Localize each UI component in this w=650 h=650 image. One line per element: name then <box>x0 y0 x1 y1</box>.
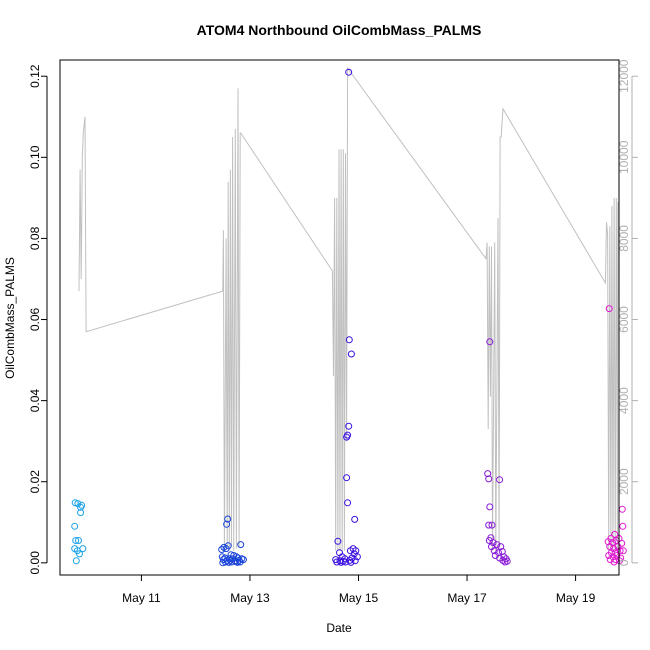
data-point-series2-28 <box>225 558 233 566</box>
data-point-series4-3 <box>485 475 493 483</box>
data-point-series3-3 <box>347 350 355 358</box>
data-point-series1-7 <box>72 537 80 544</box>
data-point-series2-5 <box>218 546 226 553</box>
data-point-series3-9 <box>351 515 359 523</box>
data-point-series3-2 <box>345 336 353 344</box>
data-point-series4-2 <box>484 470 492 478</box>
data-point-series4-10 <box>489 539 497 547</box>
y-tick-label: 0.02 <box>28 470 42 494</box>
data-point-series3-19 <box>353 553 361 561</box>
data-point-series4-21 <box>499 556 507 564</box>
data-point-series2-1 <box>224 515 232 523</box>
data-point-series4-6 <box>485 521 493 529</box>
y-axis: 0.00 0.02 0.04 0.06 0.08 0.10 0.12 <box>28 64 48 575</box>
data-point-series3-8 <box>344 499 352 507</box>
x-tick-label: May 15 <box>339 591 379 605</box>
data-point-series3-10 <box>334 537 342 545</box>
y-tick-label: 0.00 <box>28 551 42 575</box>
data-point-series5-2 <box>618 505 626 513</box>
data-point-series5-18 <box>605 552 613 559</box>
data-point-series2-29 <box>234 558 241 566</box>
data-point-series5-22 <box>606 556 614 564</box>
data-point-series1-6 <box>71 522 79 530</box>
data-point-series4-14 <box>490 547 498 555</box>
data-point-series3-26 <box>337 558 345 566</box>
data-point-series5-10 <box>618 539 626 547</box>
secondary-y-tick-label: 0 <box>617 559 631 566</box>
data-point-series5-13 <box>614 543 622 551</box>
data-point-series5-1 <box>605 305 613 313</box>
secondary-y-tick-label: 6000 <box>617 306 631 333</box>
y-tick-label: 0.06 <box>28 307 42 331</box>
data-point-series4-9 <box>485 537 493 544</box>
data-point-series5-25 <box>610 558 618 566</box>
data-point-series4-23 <box>501 558 509 566</box>
secondary-y-tick-label: 10000 <box>617 140 631 174</box>
data-point-series2-7 <box>222 545 230 553</box>
x-axis-label: Date <box>326 621 352 635</box>
data-point-series3-25 <box>333 558 341 566</box>
data-point-series4-18 <box>500 553 508 561</box>
data-point-series3-27 <box>342 558 349 566</box>
data-point-series1-13 <box>72 557 80 565</box>
secondary-y-tick-label: 2000 <box>617 468 631 495</box>
secondary-y-tick-label: 8000 <box>617 225 631 252</box>
y-tick-label: 0.10 <box>28 145 42 169</box>
data-point-series2-21 <box>235 556 243 564</box>
data-point-series4-7 <box>488 521 496 529</box>
data-point-series3-28 <box>347 558 355 566</box>
data-point-series3-6 <box>343 433 351 441</box>
data-point-series3-1 <box>345 68 353 76</box>
data-point-series3-24 <box>351 557 359 565</box>
data-point-series2-3 <box>237 541 245 549</box>
secondary-y-tick-label: 12000 <box>617 59 631 93</box>
data-point-series4-1 <box>486 338 494 346</box>
data-point-series2-26 <box>236 558 244 566</box>
data-point-series4-13 <box>497 543 505 551</box>
data-point-series3-7 <box>343 474 351 482</box>
data-point-series5-7 <box>604 538 612 546</box>
data-point-series1-5 <box>77 509 85 517</box>
y-tick-label: 0.04 <box>28 389 42 413</box>
data-point-series4-12 <box>493 541 501 549</box>
altitude-line-layer <box>78 66 619 551</box>
data-point-series4-5 <box>486 503 494 511</box>
scatter-points-layer <box>71 68 627 567</box>
x-axis: May 11 May 13 May 15 May 17 May 19 <box>122 574 596 605</box>
data-point-series1-8 <box>75 537 82 544</box>
y-axis-label: OilCombMass_PALMS <box>3 257 17 379</box>
x-tick-label: May 19 <box>556 591 596 605</box>
x-tick-label: May 11 <box>122 591 161 605</box>
data-point-series5-12 <box>610 545 618 553</box>
secondary-y-axis: 0 2000 4000 6000 8000 10000 12000 <box>617 59 638 566</box>
x-tick-label: May 13 <box>230 591 270 605</box>
data-point-series2-2 <box>223 520 231 528</box>
altitude-line <box>78 66 619 551</box>
y-tick-label: 0.12 <box>28 64 42 88</box>
data-point-series5-15 <box>619 547 627 555</box>
data-point-series5-3 <box>619 522 627 530</box>
data-point-series4-4 <box>496 476 504 484</box>
chart-title: ATOM4 Northbound OilCombMass_PALMS <box>197 22 482 38</box>
data-point-series2-18 <box>223 557 231 565</box>
data-point-series3-4 <box>345 422 353 430</box>
data-point-series1-12 <box>76 550 83 558</box>
secondary-y-tick-label: 4000 <box>617 387 631 414</box>
y-tick-label: 0.08 <box>28 226 42 250</box>
x-tick-label: May 17 <box>447 591 487 605</box>
data-point-series1-4 <box>78 501 86 509</box>
